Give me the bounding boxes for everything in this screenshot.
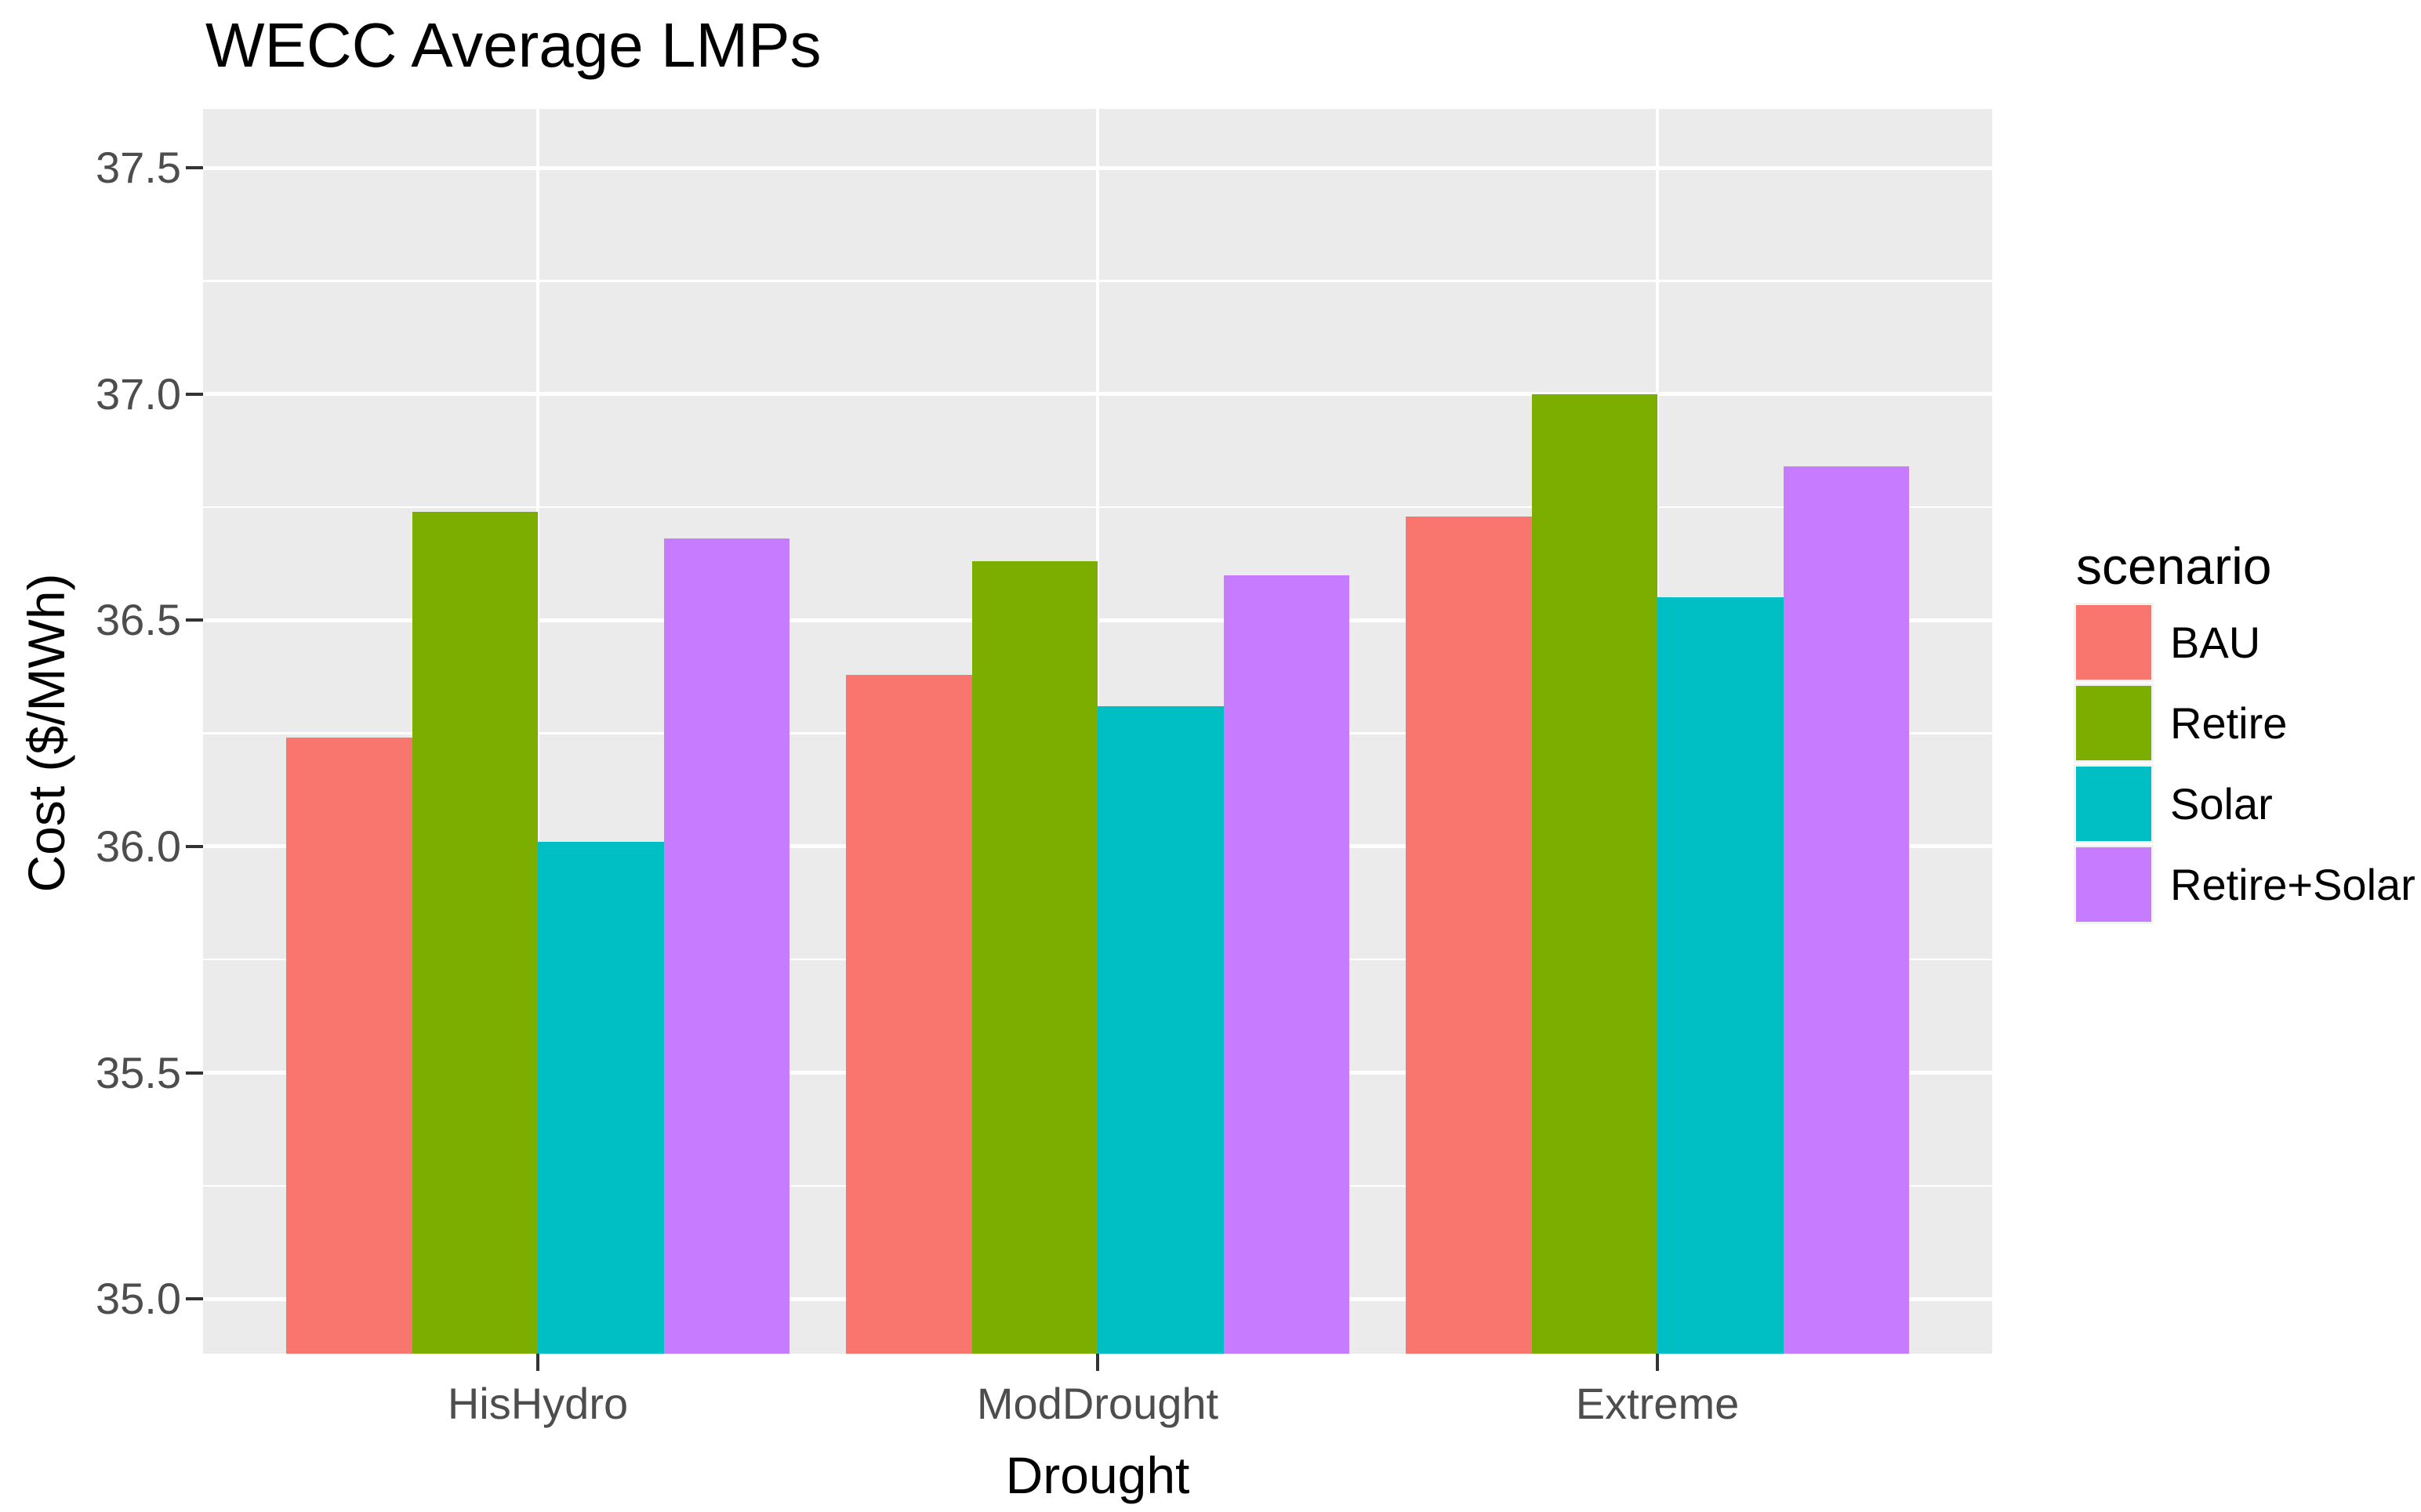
legend-key-Retire bbox=[2074, 683, 2154, 763]
y-tick-label: 36.5 bbox=[96, 595, 181, 645]
y-tick-label: 37.5 bbox=[96, 143, 181, 193]
y-tick-label: 37.0 bbox=[96, 368, 181, 419]
legend-title: scenario bbox=[2076, 537, 2272, 595]
gridline-vertical bbox=[535, 109, 540, 1354]
y-tick-label: 36.0 bbox=[96, 821, 181, 871]
bar-HisHydro-Solar bbox=[538, 842, 664, 1354]
bar-Extreme-Retire bbox=[1531, 393, 1657, 1354]
y-tick-mark bbox=[186, 844, 203, 848]
x-tick-mark bbox=[1656, 1354, 1659, 1371]
legend-label-Solar: Solar bbox=[2170, 779, 2273, 829]
bar-HisHydro-BAU bbox=[286, 738, 412, 1354]
y-tick-mark bbox=[186, 1297, 203, 1301]
bar-Extreme-Retire+Solar bbox=[1783, 466, 1909, 1354]
y-axis-title: Cost ($/MWh) bbox=[17, 573, 75, 893]
y-tick-mark bbox=[186, 166, 203, 170]
legend-key-Solar bbox=[2074, 764, 2154, 843]
bar-ModDrought-Solar bbox=[1098, 705, 1224, 1354]
legend-key-BAU bbox=[2074, 603, 2154, 682]
x-axis-title: Drought bbox=[1005, 1446, 1190, 1504]
y-tick-label: 35.5 bbox=[96, 1047, 181, 1097]
bar-Extreme-Solar bbox=[1657, 597, 1784, 1354]
bar-Extreme-BAU bbox=[1406, 516, 1532, 1354]
legend-label-BAU: BAU bbox=[2170, 618, 2261, 667]
plot-panel bbox=[203, 109, 1992, 1354]
y-tick-mark bbox=[186, 392, 203, 396]
bar-HisHydro-Retire bbox=[412, 511, 538, 1354]
x-tick-mark bbox=[1096, 1354, 1099, 1371]
bar-ModDrought-Retire bbox=[971, 561, 1098, 1354]
legend-label-Retire: Retire bbox=[2170, 698, 2288, 748]
legend-label-Retire+Solar: Retire+Solar bbox=[2170, 860, 2416, 909]
y-tick-label: 35.0 bbox=[96, 1274, 181, 1324]
y-tick-mark bbox=[186, 1071, 203, 1075]
chart-title: WECC Average LMPs bbox=[205, 10, 822, 80]
bar-HisHydro-Retire+Solar bbox=[663, 538, 789, 1354]
bar-ModDrought-BAU bbox=[846, 674, 972, 1354]
x-tick-mark bbox=[536, 1354, 539, 1371]
bar-ModDrought-Retire+Solar bbox=[1223, 575, 1349, 1354]
x-tick-label-Extreme: Extreme bbox=[1575, 1379, 1740, 1428]
y-tick-mark bbox=[186, 618, 203, 622]
x-tick-label-ModDrought: ModDrought bbox=[976, 1379, 1219, 1428]
legend-key-Retire+Solar bbox=[2074, 845, 2154, 924]
x-tick-label-HisHydro: HisHydro bbox=[447, 1379, 629, 1428]
